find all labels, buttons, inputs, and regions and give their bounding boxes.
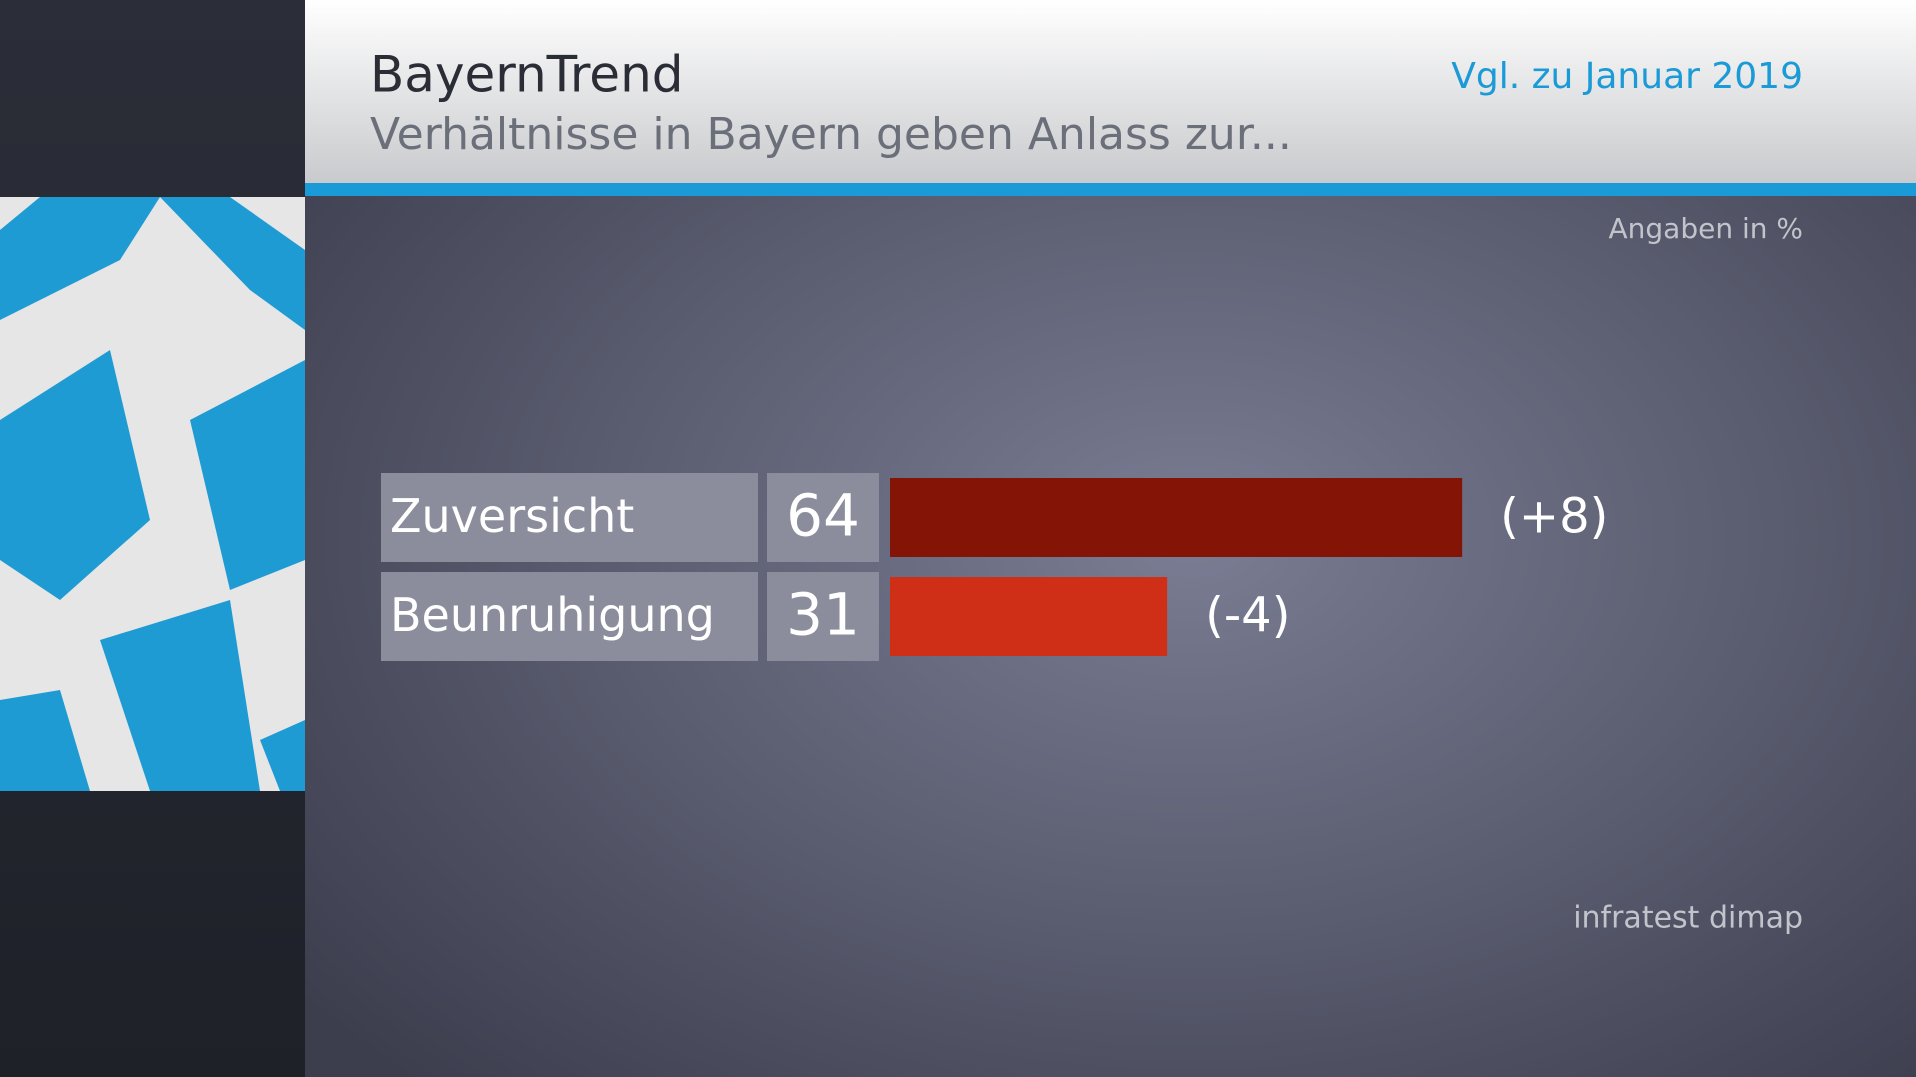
flag (0, 197, 305, 791)
category-label: Zuversicht (390, 489, 634, 543)
value-box (767, 572, 879, 661)
bar (890, 478, 1463, 557)
title: BayernTrend (370, 46, 684, 104)
value-label: 64 (786, 482, 860, 550)
change-label: (+8) (1500, 489, 1608, 545)
header-stripe (305, 183, 1916, 196)
value-label: 31 (786, 581, 860, 649)
label-box (381, 473, 758, 562)
subtitle: Verhältnisse in Bayern geben Anlass zur.… (370, 109, 1292, 160)
value-box (767, 473, 879, 562)
source: infratest dimap (1573, 901, 1803, 936)
header (305, 0, 1916, 183)
unit-note: Angaben in % (1608, 212, 1803, 245)
label-box (381, 572, 758, 661)
bar (890, 577, 1168, 656)
comparison: Vgl. zu Januar 2019 (1451, 56, 1803, 97)
change-label: (-4) (1205, 588, 1290, 644)
category-label: Beunruhigung (390, 588, 715, 642)
